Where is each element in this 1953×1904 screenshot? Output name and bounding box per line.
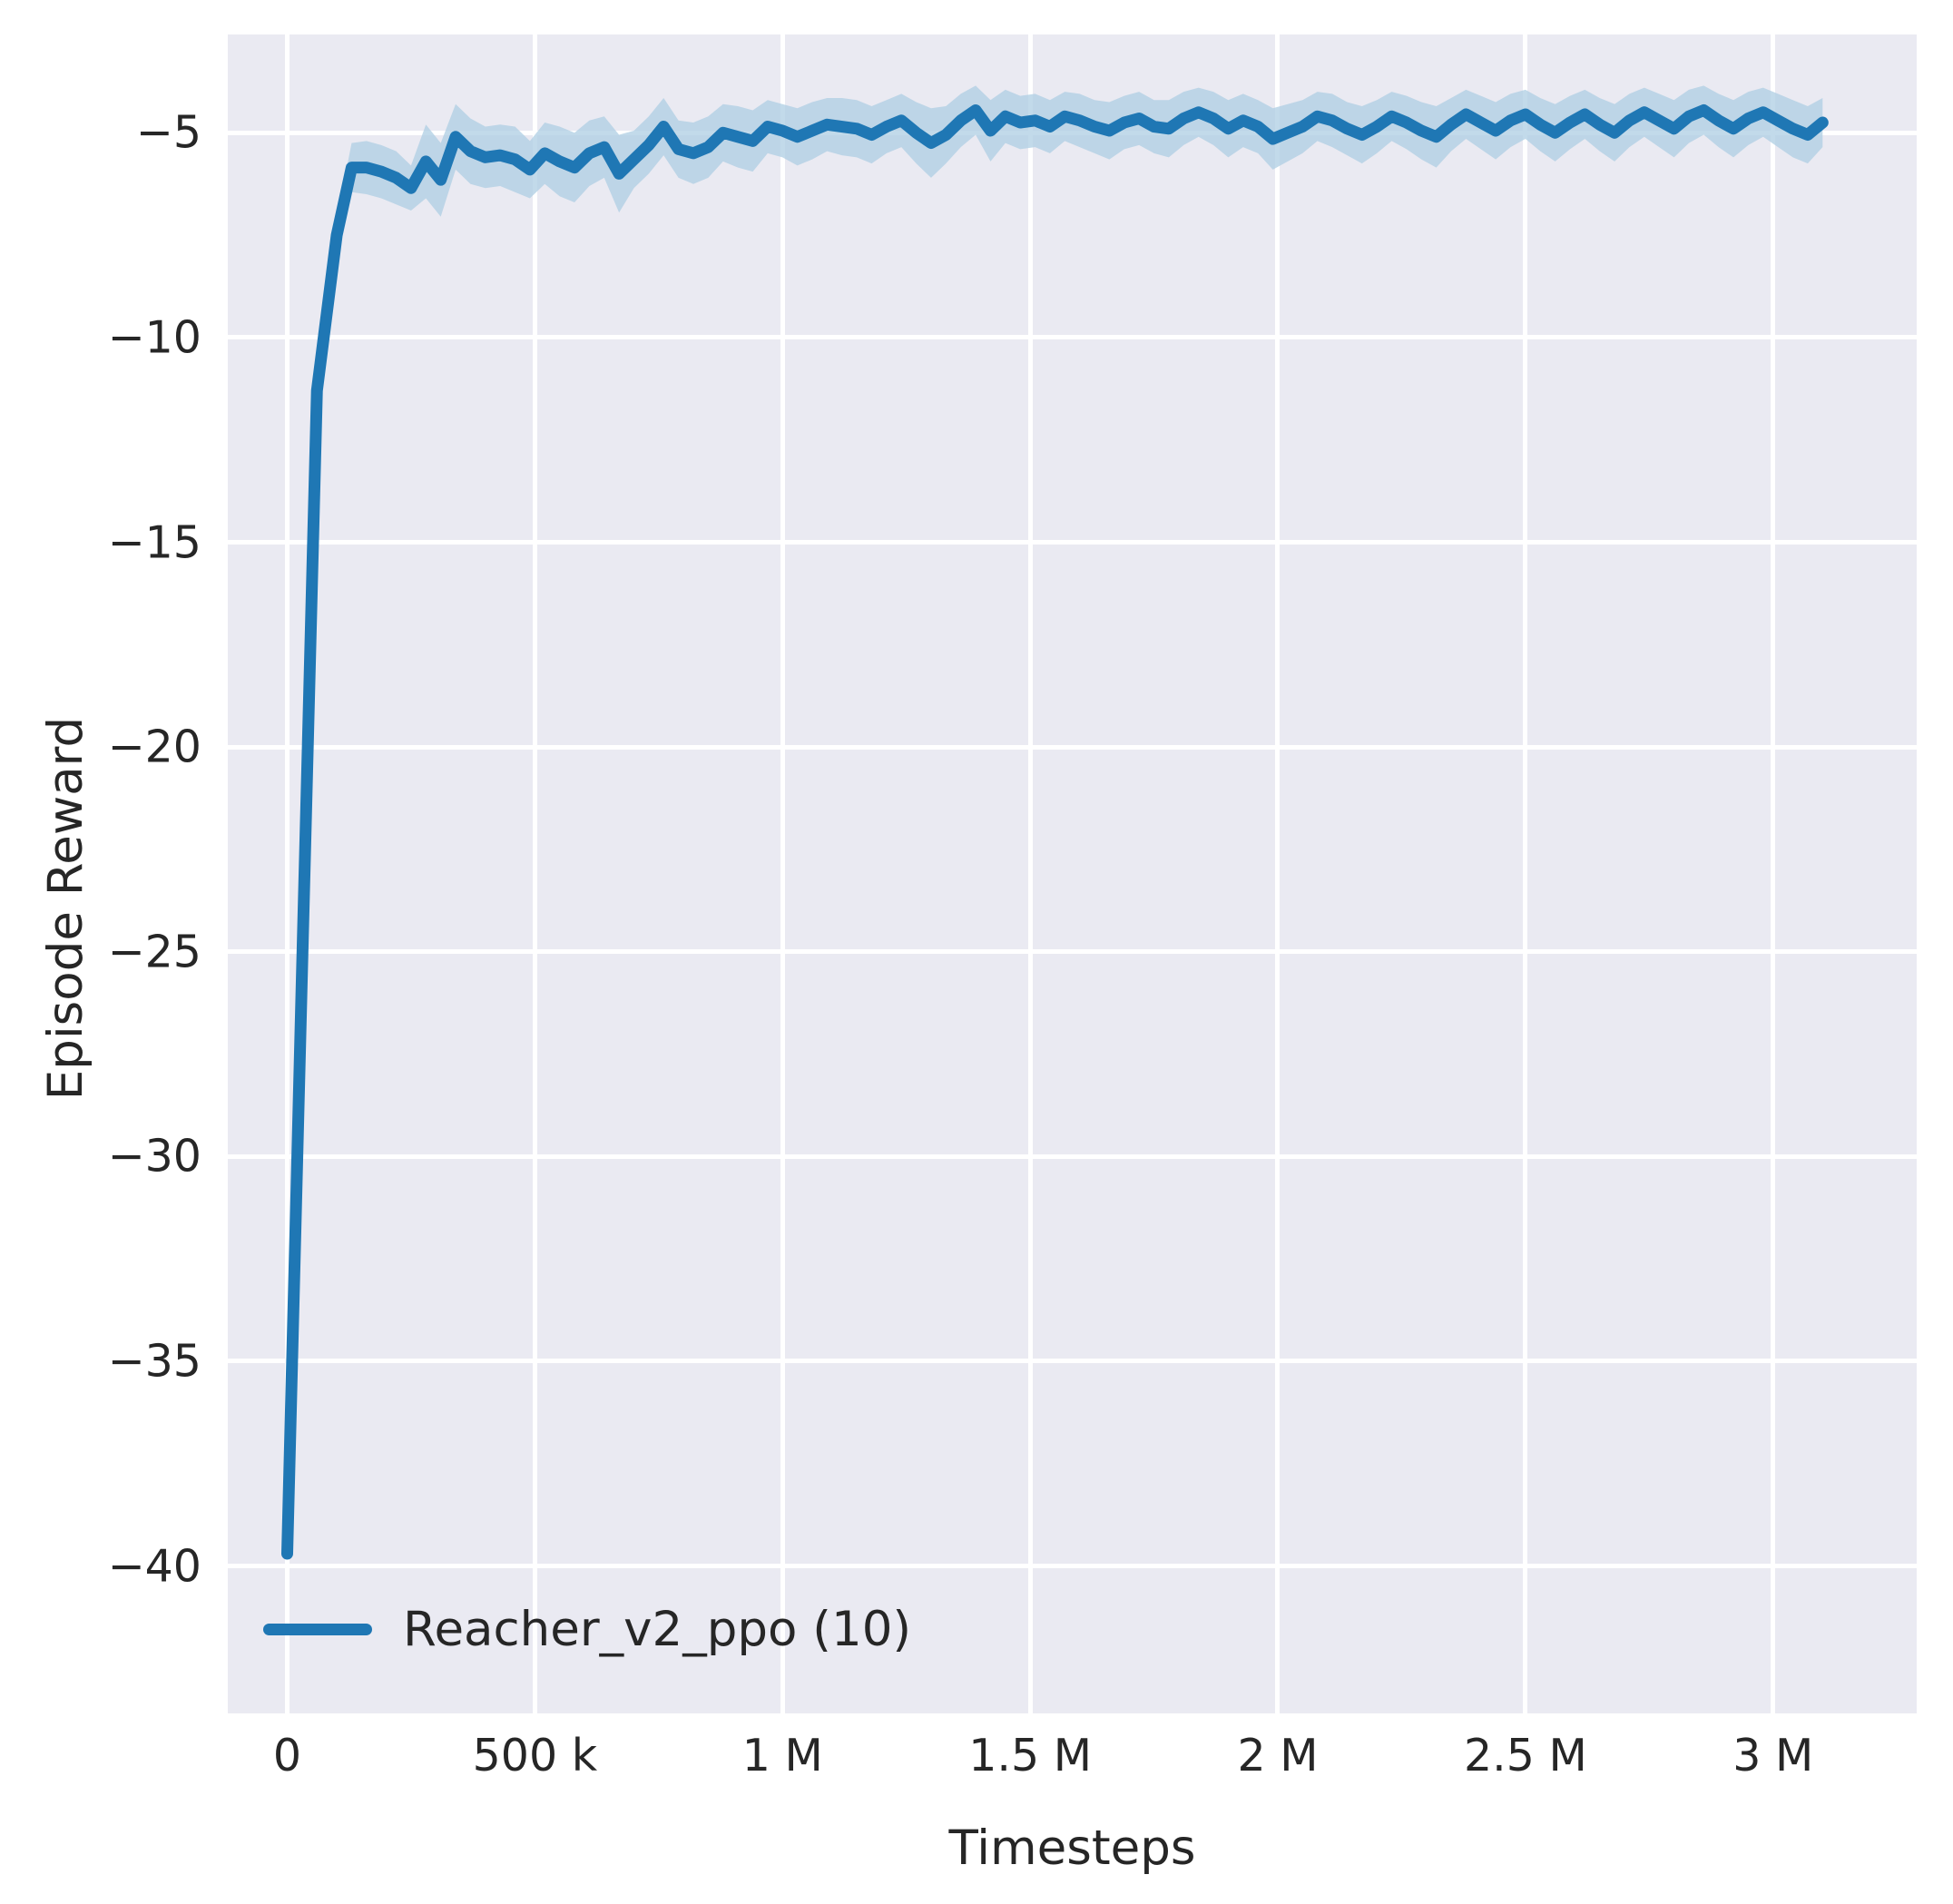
x-tick-label: 0 — [272, 1730, 302, 1781]
x-axis-label: Timesteps — [948, 1821, 1196, 1876]
gridline-horizontal — [228, 1564, 1917, 1569]
legend-line-swatch — [263, 1623, 372, 1635]
y-tick-label: −20 — [107, 721, 201, 773]
gridline-vertical — [532, 34, 537, 1713]
gridline-vertical — [1771, 34, 1776, 1713]
gridline-vertical — [1523, 34, 1528, 1713]
x-tick-label: 3 M — [1732, 1730, 1814, 1781]
y-tick-label: −30 — [107, 1130, 201, 1183]
x-tick-label: 1 M — [741, 1730, 823, 1781]
x-tick-label: 2 M — [1237, 1730, 1319, 1781]
series-plot — [280, 85, 1829, 1560]
gridline-horizontal — [228, 335, 1917, 340]
y-tick-label: −25 — [107, 926, 201, 978]
y-tick-label: −10 — [107, 311, 201, 364]
x-tick-label: 1.5 M — [968, 1730, 1092, 1781]
gridline-vertical — [1275, 34, 1281, 1713]
gridline-horizontal — [228, 1153, 1917, 1159]
gridline-horizontal — [228, 744, 1917, 750]
plot-area — [228, 34, 1917, 1713]
gridline-horizontal — [228, 540, 1917, 545]
confidence-band — [287, 85, 1823, 1558]
gridline-horizontal — [228, 949, 1917, 955]
y-tick-label: −40 — [107, 1540, 201, 1593]
y-tick-label: −5 — [135, 106, 201, 159]
series-line — [280, 103, 1829, 1560]
y-tick-label: −35 — [107, 1335, 201, 1388]
gridline-vertical — [780, 34, 785, 1713]
y-axis-label: Episode Reward — [38, 716, 93, 1101]
y-axis-label-holder: Episode Reward — [34, 34, 98, 1713]
x-tick-label: 2.5 M — [1463, 1730, 1587, 1781]
legend: Reacher_v2_ppo (10) — [263, 1597, 911, 1661]
gridline-vertical — [1027, 34, 1033, 1713]
x-tick-label: 500 k — [472, 1730, 598, 1781]
y-tick-label: −15 — [107, 516, 201, 568]
gridline-vertical — [284, 34, 290, 1713]
gridline-horizontal — [228, 1359, 1917, 1364]
legend-label: Reacher_v2_ppo (10) — [403, 1601, 912, 1657]
